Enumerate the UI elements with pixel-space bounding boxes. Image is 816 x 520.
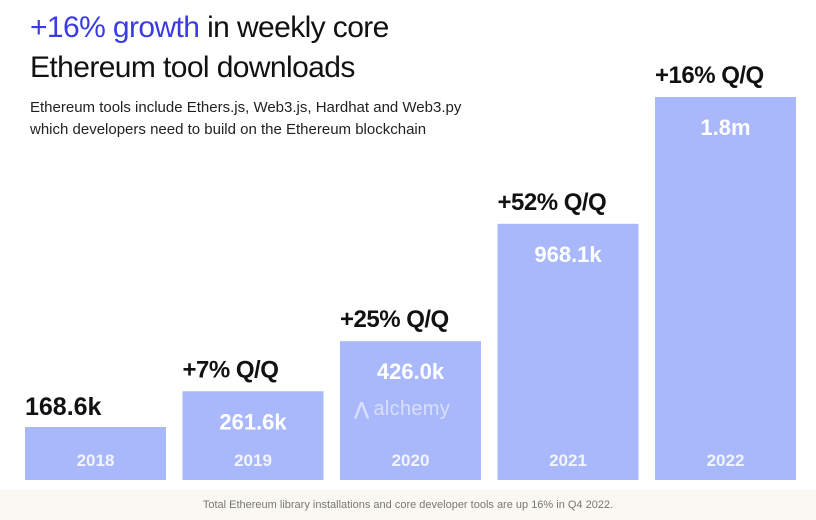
bar-2021	[497, 223, 639, 480]
chart-title: +16% growth in weekly core Ethereum tool…	[30, 8, 389, 88]
bar-2020	[340, 341, 481, 480]
value-label: 1.8m	[700, 115, 750, 140]
value-label: 426.0k	[377, 359, 445, 384]
title-accent: +16% growth	[30, 11, 200, 44]
growth-label: +16% Q/Q	[655, 62, 764, 89]
growth-label: +25% Q/Q	[340, 306, 449, 333]
alchemy-logo-icon: ⋀	[354, 399, 370, 419]
bar-2018	[25, 427, 166, 480]
category-label: 2019	[234, 451, 272, 470]
growth-label: +7% Q/Q	[183, 356, 279, 383]
chart-subtitle: Ethereum tools include Ethers.js, Web3.j…	[30, 97, 510, 141]
title-rest: in weekly core	[199, 11, 389, 44]
value-label: 968.1k	[534, 242, 602, 267]
growth-label: +52% Q/Q	[498, 189, 607, 216]
title-line2: Ethereum tool downloads	[30, 51, 355, 84]
bar-2019	[182, 391, 324, 480]
value-label: 261.6k	[219, 409, 287, 434]
subtitle-line1: Ethereum tools include Ethers.js, Web3.j…	[30, 99, 462, 116]
bar-2022	[655, 97, 796, 480]
category-label: 2018	[77, 451, 115, 470]
category-label: 2021	[549, 451, 587, 470]
category-label: 2022	[707, 451, 745, 470]
subtitle-line2: which developers need to build on the Et…	[30, 121, 427, 138]
footer-note: Total Ethereum library installations and…	[202, 499, 614, 511]
category-label: 2020	[392, 451, 430, 470]
value-label: 168.6k	[25, 393, 102, 421]
bar-chart: 2018 168.6k 2019 261.6k +7% Q/Q 2020 426.0k +25…	[25, 62, 796, 480]
watermark-text: alchemy	[373, 398, 451, 420]
alchemy-watermark: ⋀ alchemy	[354, 398, 450, 421]
footer: Total Ethereum library installations and…	[0, 490, 816, 520]
